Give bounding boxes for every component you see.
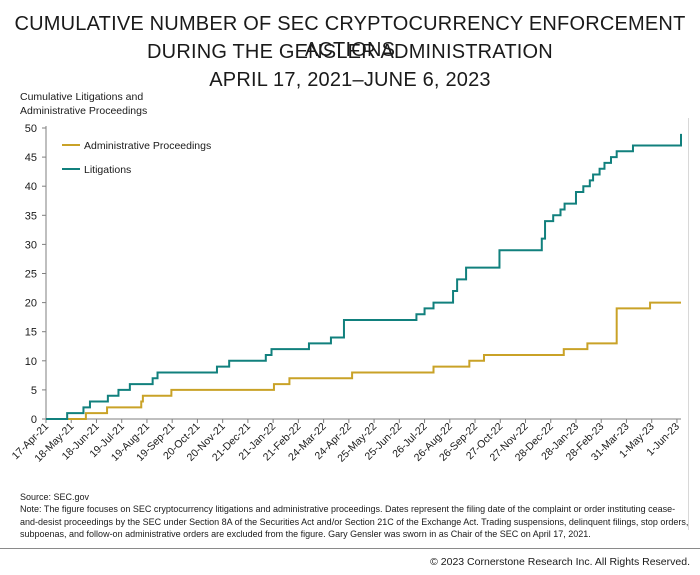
series-line-litigations: [46, 133, 682, 420]
y-tick-label: 20: [25, 298, 37, 310]
y-axis-label-line-1: Cumulative Litigations and: [20, 91, 144, 103]
chart-frame-edge: [688, 118, 689, 530]
y-tick-label: 10: [25, 356, 37, 368]
note-text: Note: The figure focuses on SEC cryptocu…: [20, 504, 689, 539]
y-tick-label: 45: [25, 152, 37, 164]
y-tick-label: 25: [25, 269, 37, 281]
y-tick-label: 15: [25, 327, 37, 339]
chart-title-line-2: DURING THE GENSLER ADMINISTRATION: [147, 41, 553, 63]
legend-label: Administrative Proceedings: [84, 140, 211, 152]
y-tick-label: 40: [25, 181, 37, 193]
chart-title-line-1: CUMULATIVE NUMBER OF SEC CRYPTOCURRENCY …: [14, 13, 686, 61]
y-tick-label: 0: [31, 414, 37, 426]
copyright-text: © 2023 Cornerstone Research Inc. All Rig…: [430, 556, 690, 568]
chart-legend: Administrative Proceedings Litigations: [62, 140, 211, 176]
series-line-administrative-proceedings: [46, 301, 681, 420]
y-axis-label-line-2: Administrative Proceedings: [20, 105, 148, 117]
source-text: Source: SEC.gov: [20, 492, 90, 502]
chart-title-line-3: APRIL 17, 2021–JUNE 6, 2023: [209, 69, 491, 91]
y-tick-label: 50: [25, 123, 37, 135]
footer-divider: [0, 548, 700, 549]
y-tick-label: 35: [25, 210, 37, 222]
plot-series: [46, 133, 682, 420]
y-tick-label: 5: [31, 385, 37, 397]
legend-label: Litigations: [84, 164, 131, 176]
step-line-chart: 0510152025303540455017-Apr-2118-May-2118…: [10, 123, 683, 465]
y-tick-label: 30: [25, 239, 37, 251]
